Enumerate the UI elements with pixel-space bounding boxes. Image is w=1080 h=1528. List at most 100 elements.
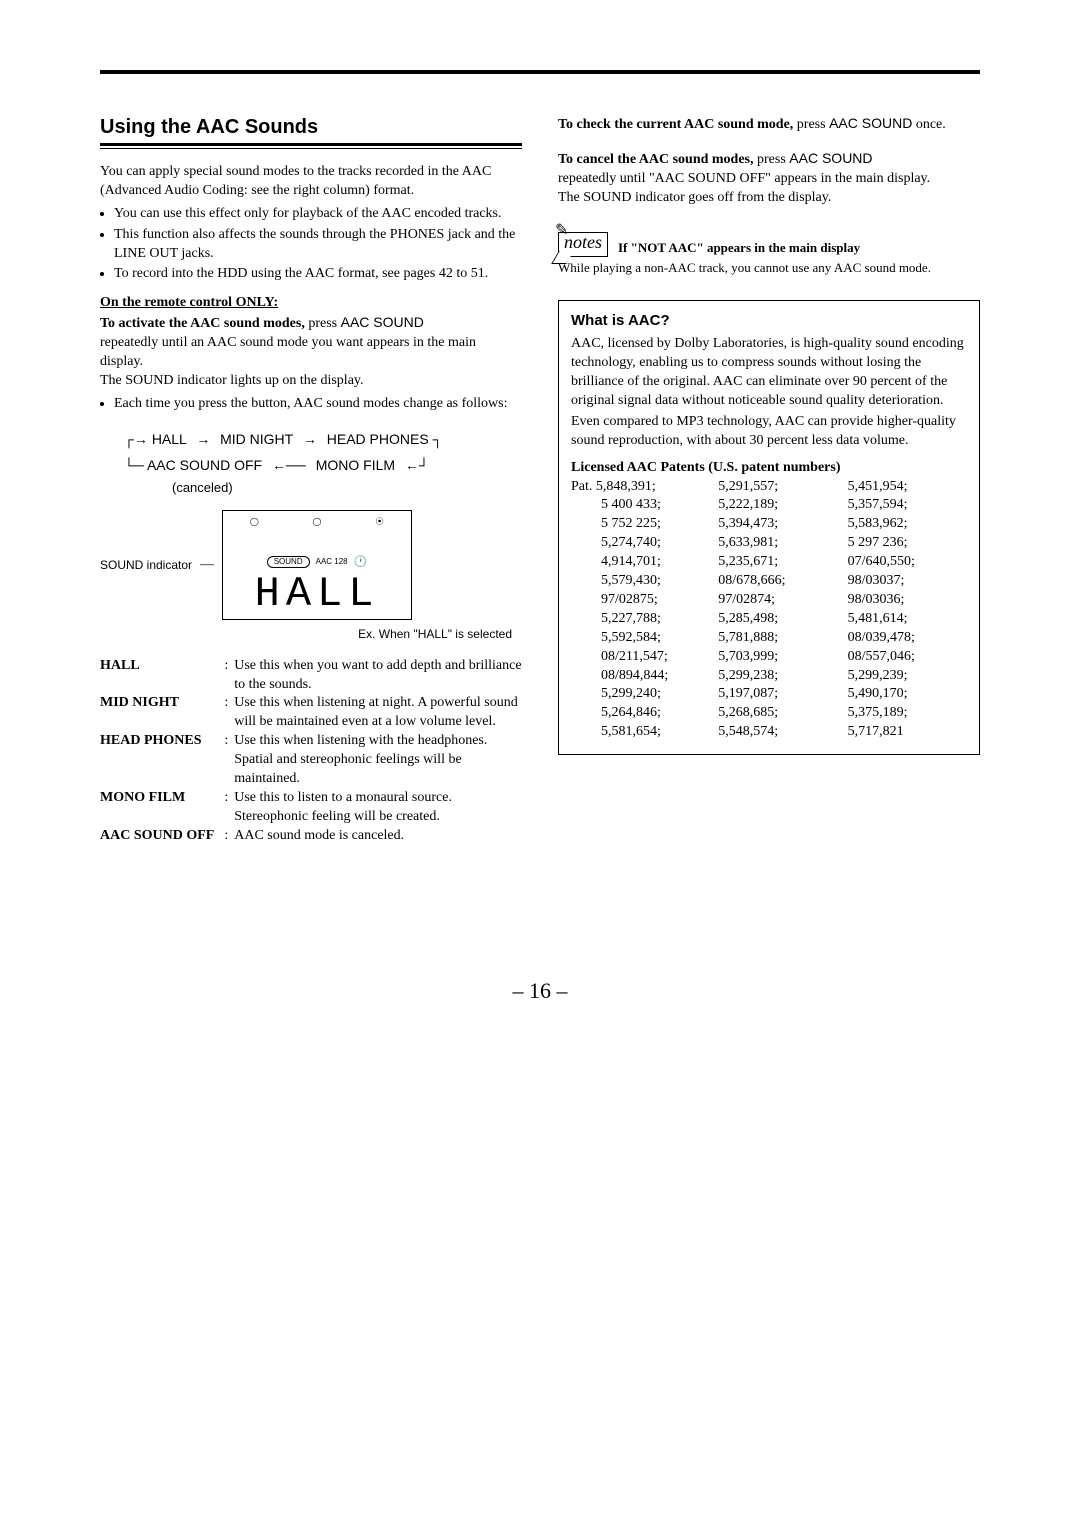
patent-number: 5 400 433; xyxy=(571,496,708,515)
patent-number: 08/557,046; xyxy=(848,648,967,667)
check-line: To check the current AAC sound mode, pre… xyxy=(558,114,980,135)
mode-row: HALL : Use this when you want to add dep… xyxy=(100,657,522,695)
patent-number: 5,299,239; xyxy=(848,667,967,686)
colon: : xyxy=(218,657,234,695)
aac-sound-button-label: AAC SOUND xyxy=(829,115,912,131)
title-rule-thin xyxy=(100,148,522,149)
mode-name: AAC SOUND OFF xyxy=(100,827,218,846)
patent-number: 5,197,087; xyxy=(718,685,837,704)
mode-name: HEAD PHONES xyxy=(100,732,218,789)
patent-number: 5,481,614; xyxy=(848,610,967,629)
patent-number: 5,583,962; xyxy=(848,515,967,534)
dial-icon: ◯ xyxy=(300,517,334,528)
clock-icon: 🕐 xyxy=(354,555,368,570)
aac-sound-button-label: AAC SOUND xyxy=(341,314,424,330)
check-bold: To check the current AAC sound mode, xyxy=(558,117,793,132)
patent-number: 5,357,594; xyxy=(848,496,967,515)
disc-icon: ⦿ xyxy=(363,517,397,528)
page-number: – 16 – xyxy=(100,976,980,1006)
arrow-left-icon: ←┘ xyxy=(399,457,435,473)
flow-midnight: MID NIGHT xyxy=(220,431,293,447)
flow-row-1: ┌→ HALL → MID NIGHT → HEAD PHONES ┐ xyxy=(124,426,522,453)
lcd-display: ◯ ◯ ⦿ SOUND AAC 128 🕐 HALL xyxy=(222,510,412,620)
patent-number: 07/640,550; xyxy=(848,553,967,572)
info-box-p1: AAC, licensed by Dolby Laboratories, is … xyxy=(571,335,967,411)
mode-row: MID NIGHT : Use this when listening at n… xyxy=(100,694,522,732)
intro-text: You can apply special sound modes to the… xyxy=(100,163,522,201)
note-body: While playing a non-AAC track, you canno… xyxy=(558,259,980,277)
bullet-item: You can use this effect only for playbac… xyxy=(114,205,522,224)
info-box-title: What is AAC? xyxy=(571,311,967,331)
mode-definitions: HALL : Use this when you want to add dep… xyxy=(100,657,522,846)
sound-indicator-label: SOUND indicator xyxy=(100,557,192,573)
check-rest: once. xyxy=(912,117,945,132)
mode-row: MONO FILM : Use this to listen to a mona… xyxy=(100,789,522,827)
patents-grid: Pat. 5,848,391;5,291,557;5,451,954;5 400… xyxy=(571,478,967,742)
patent-number: 5,579,430; xyxy=(571,572,708,591)
activate-rest: repeatedly until an AAC sound mode you w… xyxy=(100,334,522,372)
patent-number: 5,703,999; xyxy=(718,648,837,667)
what-is-aac-box: What is AAC? AAC, licensed by Dolby Labo… xyxy=(558,300,980,755)
cancel-bold: To cancel the AAC sound modes, xyxy=(558,152,754,167)
colon: : xyxy=(218,827,234,846)
top-rule xyxy=(100,70,980,74)
intro-bullets: You can use this effect only for playbac… xyxy=(100,205,522,285)
patent-number: Pat. 5,848,391; xyxy=(571,478,708,497)
patent-number: 98/03037; xyxy=(848,572,967,591)
lcd-main-text: HALL xyxy=(255,573,380,615)
patent-number: 5,548,574; xyxy=(718,723,837,742)
note-title: If "NOT AAC" appears in the main display xyxy=(618,239,860,257)
patent-number: 5,717,821 xyxy=(848,723,967,742)
note-block: notes If "NOT AAC" appears in the main d… xyxy=(558,232,980,257)
patent-number: 08/894,844; xyxy=(571,667,708,686)
patent-number: 08/039,478; xyxy=(848,629,967,648)
flow-hall: HALL xyxy=(152,431,187,447)
mode-desc: Use this when listening at night. A powe… xyxy=(234,694,522,732)
patent-number: 5,264,846; xyxy=(571,704,708,723)
mode-name: HALL xyxy=(100,657,218,695)
lcd-mid-row: SOUND AAC 128 🕐 xyxy=(267,555,368,570)
cancel-rest: repeatedly until "AAC SOUND OFF" appears… xyxy=(558,170,980,189)
indicator-line: The SOUND indicator lights up on the dis… xyxy=(100,372,522,391)
patent-number: 5,490,170; xyxy=(848,685,967,704)
section-title: Using the AAC Sounds xyxy=(100,114,522,141)
remote-only-heading: On the remote control ONLY: xyxy=(100,294,522,313)
patent-number: 4,914,701; xyxy=(571,553,708,572)
patent-number: 5,781,888; xyxy=(718,629,837,648)
pointer-line: — xyxy=(200,556,214,575)
mode-row: AAC SOUND OFF : AAC sound mode is cancel… xyxy=(100,827,522,846)
mode-desc: Use this when you want to add depth and … xyxy=(234,657,522,695)
arrow-left-icon: ←── xyxy=(266,457,312,473)
right-column: To check the current AAC sound mode, pre… xyxy=(558,114,980,846)
patent-number: 5,299,238; xyxy=(718,667,837,686)
sound-pill: SOUND xyxy=(267,556,310,569)
patent-number: 5 752 225; xyxy=(571,515,708,534)
arrow-right-icon: → xyxy=(190,431,216,447)
lcd-top-icons: ◯ ◯ ⦿ xyxy=(223,517,411,528)
mode-name: MONO FILM xyxy=(100,789,218,827)
patent-number: 08/678,666; xyxy=(718,572,837,591)
patent-number: 5 297 236; xyxy=(848,534,967,553)
notes-icon: notes xyxy=(558,232,608,257)
activate-line: To activate the AAC sound modes, press A… xyxy=(100,313,522,334)
corner-icon: └─ xyxy=(124,452,144,479)
mode-desc: AAC sound mode is canceled. xyxy=(234,827,522,846)
patent-number: 5,375,189; xyxy=(848,704,967,723)
activate-bold: To activate the AAC sound modes, xyxy=(100,316,305,331)
patent-number: 5,274,740; xyxy=(571,534,708,553)
mode-name: MID NIGHT xyxy=(100,694,218,732)
lcd-display-row: SOUND indicator — ◯ ◯ ⦿ SOUND AAC 128 🕐 … xyxy=(100,510,522,620)
patent-number: 5,394,473; xyxy=(718,515,837,534)
patent-number: 5,285,498; xyxy=(718,610,837,629)
flow-canceled: (canceled) xyxy=(172,479,522,497)
cancel-line: To cancel the AAC sound modes, press AAC… xyxy=(558,149,980,170)
patents-heading: Licensed AAC Patents (U.S. patent number… xyxy=(571,459,967,478)
patent-number: 98/03036; xyxy=(848,591,967,610)
flow-headphones: HEAD PHONES xyxy=(327,431,429,447)
bullet-item: To record into the HDD using the AAC for… xyxy=(114,265,522,284)
patent-number: 5,633,981; xyxy=(718,534,837,553)
each-time-bullet: Each time you press the button, AAC soun… xyxy=(100,395,522,414)
dial-icon: ◯ xyxy=(237,517,271,528)
patent-number: 5,227,788; xyxy=(571,610,708,629)
left-column: Using the AAC Sounds You can apply speci… xyxy=(100,114,522,846)
